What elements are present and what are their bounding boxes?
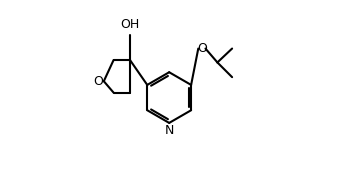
Text: O: O bbox=[94, 75, 103, 88]
Text: N: N bbox=[165, 124, 174, 137]
Text: OH: OH bbox=[120, 18, 140, 31]
Text: O: O bbox=[197, 42, 207, 55]
